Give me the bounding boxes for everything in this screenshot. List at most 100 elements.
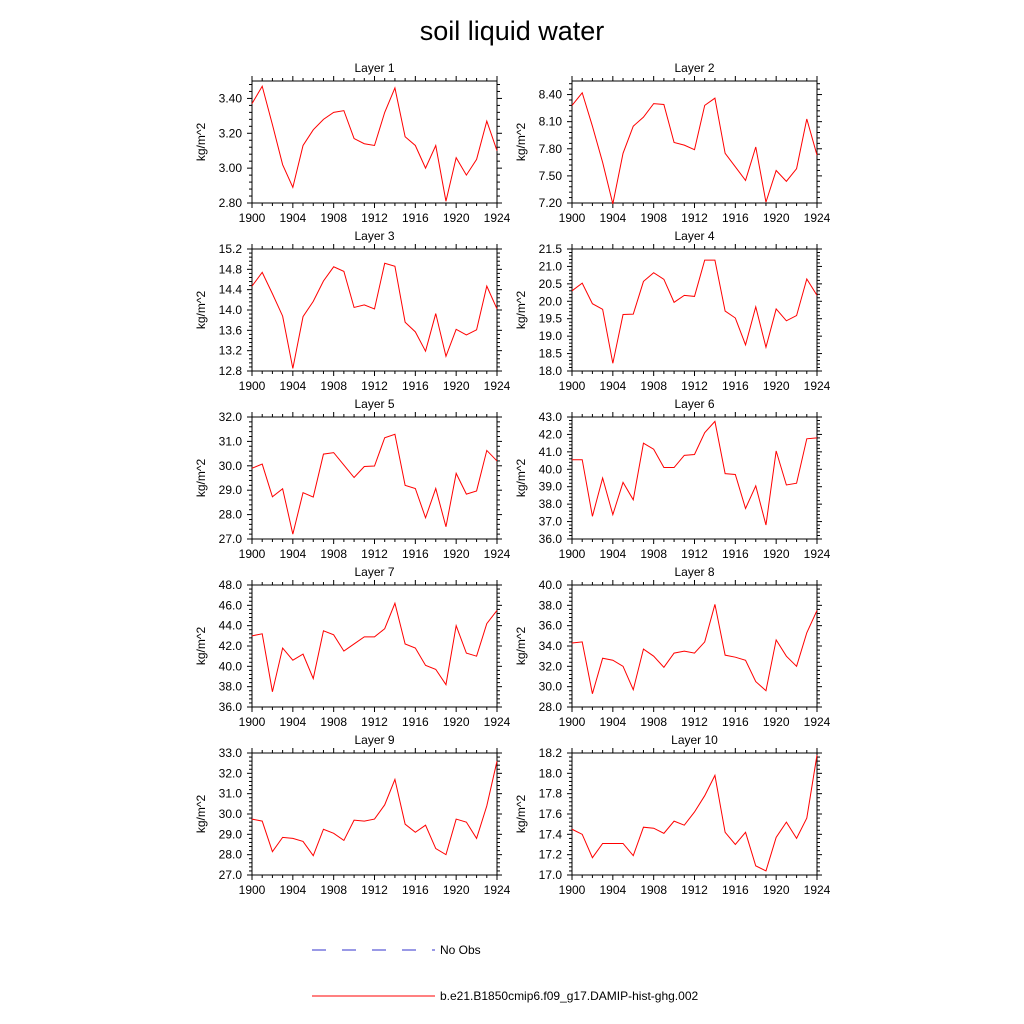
x-tick-label: 1912 [681, 547, 708, 561]
y-tick-label: 8.10 [539, 115, 563, 129]
panel-layer-6: Layer 6 36.0 37.0 38.0 39.0 40.0 41.0 42.0 43.0 1… [514, 397, 831, 561]
x-tick-label: 1904 [279, 715, 306, 729]
x-tick-label: 1924 [484, 715, 511, 729]
x-tick-label: 1920 [443, 379, 470, 393]
y-tick-label: 38.0 [539, 497, 563, 511]
y-axis-label: kg/m^2 [514, 459, 528, 498]
y-axis-label: kg/m^2 [194, 627, 208, 666]
y-tick-label: 18.0 [539, 766, 563, 780]
panel-title: Layer 7 [354, 565, 394, 579]
plot-frame [571, 416, 818, 540]
plot-frame [571, 80, 818, 204]
panel-title: Layer 2 [674, 61, 714, 75]
y-tick-label: 3.20 [219, 126, 243, 140]
x-tick-label: 1916 [722, 883, 749, 897]
y-tick-label: 42.0 [539, 427, 563, 441]
plot-frame [251, 80, 498, 204]
y-tick-label: 36.0 [219, 700, 243, 714]
y-tick-label: 18.0 [539, 364, 563, 378]
panel-layer-8: Layer 8 28.0 30.0 32.0 34.0 36.0 38.0 40.0 1900 1… [514, 565, 831, 729]
y-tick-label: 40.0 [539, 578, 563, 592]
x-tick-label: 1904 [599, 715, 626, 729]
x-tick-label: 1916 [402, 715, 429, 729]
panel-layer-1: Layer 1 2.80 3.00 3.20 3.40 1900 1904 1908 1912 1… [194, 61, 511, 225]
y-tick-label: 14.4 [219, 283, 243, 297]
y-tick-label: 13.2 [219, 344, 243, 358]
y-tick-label: 38.0 [539, 598, 563, 612]
x-tick-label: 1920 [443, 211, 470, 225]
plot-frame [571, 248, 818, 372]
panel-layer-10: Layer 10 17.0 17.2 17.4 17.6 17.8 18.0 18.2 1900… [514, 733, 831, 897]
x-tick-label: 1904 [599, 883, 626, 897]
y-tick-label: 40.0 [219, 659, 243, 673]
series-line [571, 604, 818, 694]
x-tick-label: 1920 [763, 547, 790, 561]
x-tick-label: 1920 [763, 883, 790, 897]
x-tick-label: 1912 [361, 715, 388, 729]
x-tick-label: 1904 [279, 547, 306, 561]
y-tick-label: 20.0 [539, 294, 563, 308]
y-tick-label: 28.0 [539, 700, 563, 714]
x-tick-label: 1916 [722, 379, 749, 393]
x-tick-label: 1920 [763, 379, 790, 393]
plot-frame [251, 416, 498, 540]
x-tick-label: 1912 [361, 379, 388, 393]
y-axis-label: kg/m^2 [514, 291, 528, 330]
x-tick-label: 1916 [402, 883, 429, 897]
series-line [571, 91, 818, 205]
y-axis-label: kg/m^2 [514, 795, 528, 834]
y-tick-label: 40.0 [539, 462, 563, 476]
y-tick-label: 17.0 [539, 868, 563, 882]
y-tick-label: 43.0 [539, 410, 563, 424]
x-tick-label: 1924 [484, 211, 511, 225]
x-tick-label: 1908 [640, 379, 667, 393]
x-tick-label: 1916 [402, 211, 429, 225]
y-tick-label: 19.0 [539, 329, 563, 343]
panel-title: Layer 1 [354, 61, 394, 75]
legend: No Obs b.e21.B1850cmip6.f09_g17.DAMIP-hi… [312, 943, 698, 1003]
panel-title: Layer 6 [674, 397, 714, 411]
y-tick-label: 44.0 [219, 619, 243, 633]
y-tick-label: 18.5 [539, 347, 563, 361]
y-tick-label: 3.40 [219, 91, 243, 105]
y-tick-label: 33.0 [219, 746, 243, 760]
figure-title: soil liquid water [420, 16, 605, 46]
y-tick-label: 7.20 [539, 196, 563, 210]
y-tick-label: 14.0 [219, 303, 243, 317]
x-tick-label: 1900 [559, 379, 586, 393]
panel-title: Layer 8 [674, 565, 714, 579]
x-tick-label: 1924 [484, 379, 511, 393]
x-tick-label: 1904 [599, 379, 626, 393]
x-tick-label: 1916 [402, 379, 429, 393]
series-line [571, 754, 818, 872]
y-tick-label: 29.0 [219, 827, 243, 841]
x-tick-label: 1900 [559, 883, 586, 897]
x-tick-label: 1908 [320, 715, 347, 729]
x-tick-label: 1908 [320, 211, 347, 225]
y-tick-label: 2.80 [219, 196, 243, 210]
panel-layer-2: Layer 2 7.20 7.50 7.80 8.10 8.40 1900 1904 1908 1… [514, 61, 831, 225]
y-tick-label: 41.0 [539, 445, 563, 459]
x-tick-label: 1912 [361, 211, 388, 225]
series-line [572, 420, 818, 526]
x-tick-label: 1908 [320, 379, 347, 393]
series-line [251, 84, 498, 202]
x-tick-label: 1912 [681, 715, 708, 729]
x-tick-label: 1924 [484, 547, 511, 561]
x-tick-label: 1908 [640, 547, 667, 561]
y-tick-label: 37.0 [539, 515, 563, 529]
x-tick-label: 1920 [443, 547, 470, 561]
x-tick-label: 1900 [239, 379, 266, 393]
x-tick-label: 1924 [804, 547, 831, 561]
x-tick-label: 1908 [640, 883, 667, 897]
y-tick-label: 46.0 [219, 598, 243, 612]
y-tick-label: 31.0 [219, 434, 243, 448]
series-line [251, 262, 498, 369]
x-tick-label: 1904 [279, 211, 306, 225]
panel-layer-4: Layer 4 18.0 18.5 19.0 19.5 20.0 20.5 21.0 21.5 1… [514, 229, 831, 393]
x-tick-label: 1900 [239, 547, 266, 561]
x-tick-label: 1924 [804, 883, 831, 897]
y-tick-label: 27.0 [219, 532, 243, 546]
y-tick-label: 7.50 [539, 169, 563, 183]
panel-layer-7: Layer 7 36.0 38.0 40.0 42.0 44.0 46.0 48.0 1900 1… [194, 565, 511, 729]
